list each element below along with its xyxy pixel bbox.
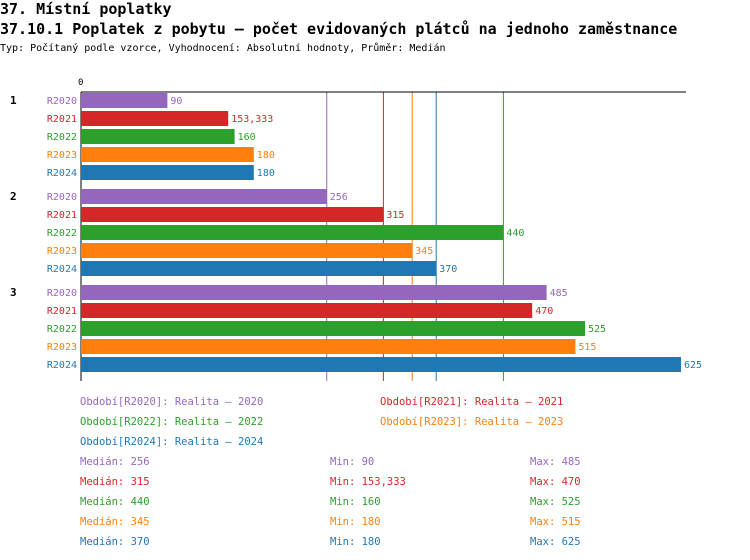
bar bbox=[81, 339, 576, 354]
series-label: R2021 bbox=[47, 210, 77, 221]
stat-median: Medián: 440 bbox=[80, 496, 150, 508]
legend-item: Období[R2024]: Realita – 2024 bbox=[80, 436, 264, 448]
series-label: R2024 bbox=[47, 264, 77, 275]
stat-min: Min: 180 bbox=[330, 536, 381, 548]
category-label: 2 bbox=[10, 190, 17, 203]
series-label: R2024 bbox=[47, 168, 77, 179]
series-label: R2020 bbox=[47, 96, 77, 107]
stat-median: Medián: 345 bbox=[80, 516, 150, 528]
legend-item: Období[R2022]: Realita – 2022 bbox=[80, 416, 264, 428]
stat-max: Max: 525 bbox=[530, 496, 581, 508]
series-label: R2023 bbox=[47, 342, 77, 353]
bar bbox=[81, 225, 504, 240]
bar bbox=[81, 147, 254, 162]
category-label: 1 bbox=[10, 94, 17, 107]
data-label: 625 bbox=[684, 360, 702, 371]
bar bbox=[81, 357, 681, 372]
bar bbox=[81, 243, 413, 258]
chart-subtitle: Typ: Počítaný podle vzorce, Vyhodnocení:… bbox=[0, 43, 446, 54]
legend-item: Období[R2020]: Realita – 2020 bbox=[80, 396, 264, 408]
data-label: 153,333 bbox=[231, 114, 273, 125]
bar bbox=[81, 261, 437, 276]
section-title: 37. Místní poplatky bbox=[0, 0, 172, 18]
bar bbox=[81, 207, 384, 222]
data-label: 485 bbox=[550, 288, 568, 299]
data-label: 180 bbox=[257, 168, 275, 179]
data-label: 525 bbox=[588, 324, 606, 335]
stat-median: Medián: 256 bbox=[80, 456, 150, 468]
stat-max: Max: 485 bbox=[530, 456, 581, 468]
x-axis-zero-label: 0 bbox=[78, 78, 83, 88]
data-label: 90 bbox=[170, 96, 182, 107]
data-label: 470 bbox=[535, 306, 553, 317]
stat-max: Max: 515 bbox=[530, 516, 581, 528]
series-label: R2022 bbox=[47, 228, 77, 239]
stat-max: Max: 625 bbox=[530, 536, 581, 548]
bar bbox=[81, 93, 168, 108]
bar bbox=[81, 189, 327, 204]
series-label: R2024 bbox=[47, 360, 77, 371]
series-label: R2020 bbox=[47, 288, 77, 299]
data-label: 315 bbox=[386, 210, 404, 221]
bar bbox=[81, 129, 235, 144]
data-label: 515 bbox=[578, 342, 596, 353]
stat-max: Max: 470 bbox=[530, 476, 581, 488]
series-label: R2023 bbox=[47, 150, 77, 161]
chart-title: 37.10.1 Poplatek z pobytu – počet evidov… bbox=[0, 20, 678, 38]
bar bbox=[81, 165, 254, 180]
series-label: R2021 bbox=[47, 114, 77, 125]
stat-min: Min: 160 bbox=[330, 496, 381, 508]
stat-min: Min: 153,333 bbox=[330, 476, 406, 488]
data-label: 256 bbox=[330, 192, 348, 203]
data-label: 370 bbox=[439, 264, 457, 275]
bar bbox=[81, 111, 229, 126]
stat-min: Min: 90 bbox=[330, 456, 375, 468]
series-label: R2022 bbox=[47, 324, 77, 335]
stat-min: Min: 180 bbox=[330, 516, 381, 528]
data-label: 160 bbox=[238, 132, 256, 143]
bar bbox=[81, 303, 533, 318]
series-label: R2022 bbox=[47, 132, 77, 143]
bar-chart: 0 1 R2020 90 R2021 153,333 R2022 160 R2023 180 R20… bbox=[10, 78, 702, 381]
category-label: 3 bbox=[10, 286, 17, 299]
legend-item: Období[R2021]: Realita – 2021 bbox=[380, 396, 564, 408]
bar bbox=[81, 321, 585, 336]
stat-median: Medián: 370 bbox=[80, 536, 150, 548]
series-label: R2023 bbox=[47, 246, 77, 257]
data-label: 345 bbox=[415, 246, 433, 257]
data-label: 180 bbox=[257, 150, 275, 161]
legend-item: Období[R2023]: Realita – 2023 bbox=[380, 416, 564, 428]
stat-median: Medián: 315 bbox=[80, 476, 150, 488]
data-label: 440 bbox=[506, 228, 524, 239]
bar bbox=[81, 285, 547, 300]
series-label: R2021 bbox=[47, 306, 77, 317]
series-label: R2020 bbox=[47, 192, 77, 203]
